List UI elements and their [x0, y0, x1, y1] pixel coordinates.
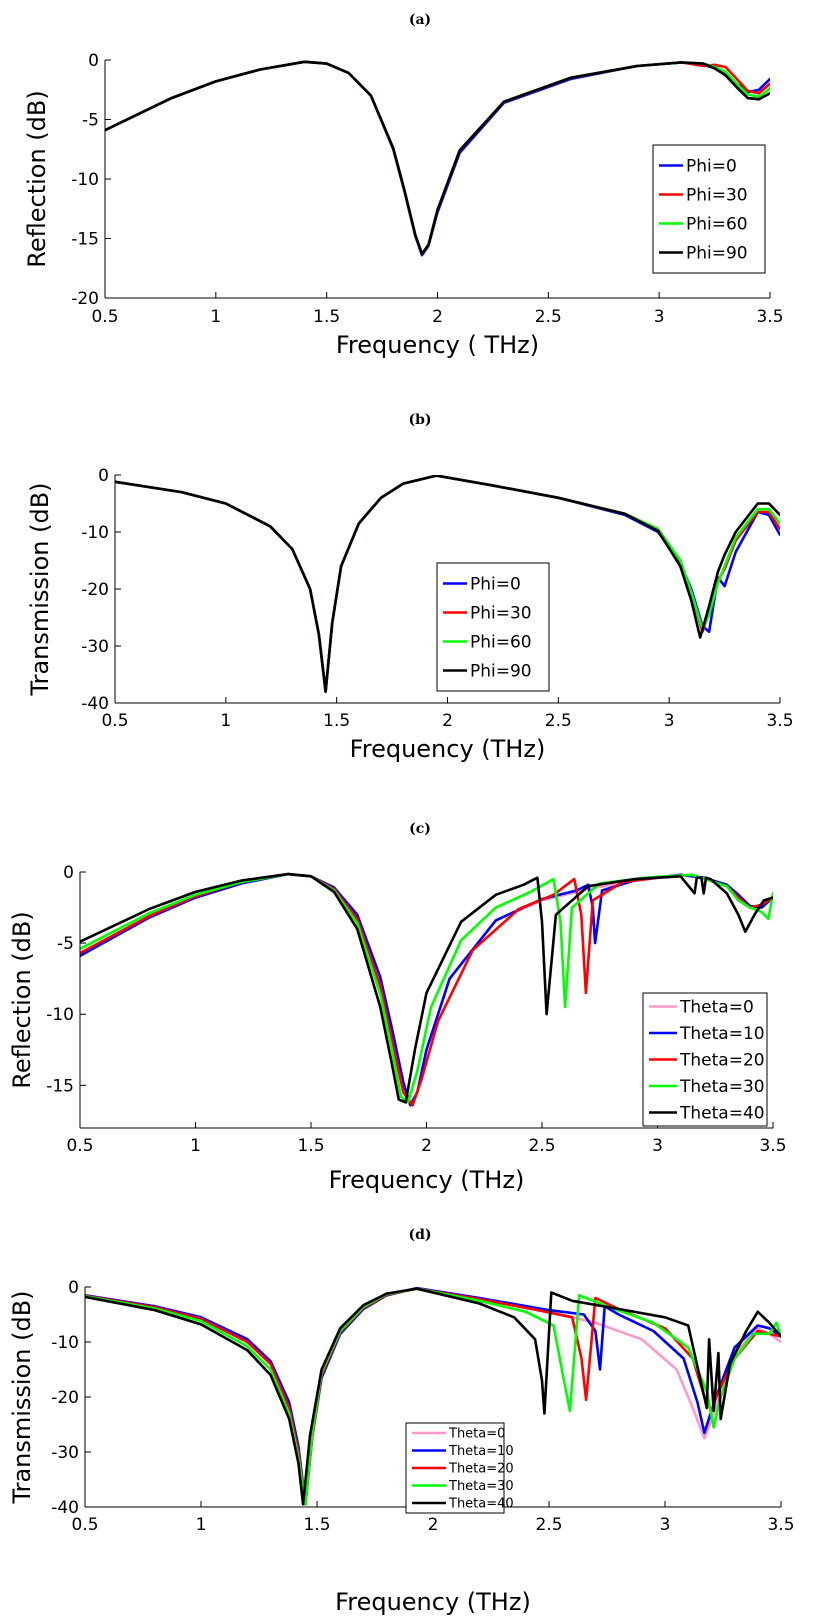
legend-entry: Theta=20	[448, 1462, 514, 1477]
legend-entry: Phi=60	[470, 633, 532, 653]
y-axis-title: Transmission (dB)	[26, 482, 54, 696]
legend-entry: Theta=30	[448, 1479, 514, 1494]
legend-entry: Phi=60	[686, 215, 748, 235]
legend: Theta=0 Theta=10 Theta=20 Theta=30 Theta=40	[405, 1422, 514, 1514]
y-tick-label: -40	[81, 694, 109, 714]
x-tick-label: 1	[210, 307, 221, 327]
y-tick-label: 0	[68, 1278, 79, 1298]
x-tick-label: 2.5	[535, 307, 562, 327]
y-tick-label: 0	[98, 466, 109, 486]
x-tick-label: 3.5	[767, 1515, 794, 1535]
x-tick-label: 0.5	[91, 307, 118, 327]
legend-entry: Theta=40	[679, 1104, 765, 1124]
x-tick-label: 3.5	[766, 711, 793, 731]
series-group	[85, 1287, 781, 1506]
legend: Theta=0 Theta=10 Theta=20 Theta=30 Theta=40	[642, 992, 768, 1127]
chart-panel-3: (c) 0.5 1 1.5 2 2.5 3 3.5 0 -5 -10 -15 Frequency (TH…	[8, 821, 787, 1194]
y-tick-label: -10	[81, 523, 109, 543]
legend-entry: Theta=0	[448, 1427, 505, 1442]
legend-entry: Phi=30	[686, 186, 748, 206]
series-line-5	[85, 1287, 781, 1506]
x-axis-title: Frequency (THz)	[335, 1588, 531, 1616]
series-line-4	[105, 60, 770, 256]
legend-entry: Theta=0	[679, 998, 754, 1018]
y-axis-title: Transmission (dB)	[8, 1290, 36, 1504]
x-tick-label: 2	[428, 1515, 439, 1535]
y-tick-label: 0	[88, 51, 99, 71]
x-tick-label: 1.5	[303, 1515, 330, 1535]
x-tick-label: 0.5	[71, 1515, 98, 1535]
y-axis-title: Reflection (dB)	[8, 911, 36, 1088]
legend-entry: Phi=90	[470, 662, 532, 682]
x-tick-label: 3	[664, 711, 675, 731]
x-axis-title: Frequency (THz)	[329, 1166, 525, 1194]
y-tick-label: -30	[81, 637, 109, 657]
legend-entry: Theta=30	[679, 1077, 765, 1097]
x-tick-label: 3.5	[756, 307, 783, 327]
series-line-2	[85, 1287, 781, 1506]
y-tick-label: -40	[51, 1498, 79, 1518]
legend-entry: Phi=30	[470, 604, 532, 624]
x-tick-label: 2	[421, 1136, 432, 1156]
chart-panel-1: (a) 0.5 1 1.5 2 2.5 3 3.5 0 -5 -10 -15 -20 Frequency …	[23, 12, 784, 359]
y-tick-label: -10	[71, 170, 99, 190]
x-tick-label: 3	[654, 307, 665, 327]
legend-entry: Theta=10	[679, 1024, 765, 1044]
legend-entry: Phi=90	[686, 244, 748, 264]
x-tick-label: 1.5	[313, 307, 340, 327]
legend-entry: Theta=10	[448, 1444, 514, 1459]
y-tick-label: -30	[51, 1443, 79, 1463]
legend-entry: Theta=40	[448, 1497, 514, 1512]
x-tick-label: 2	[432, 307, 443, 327]
x-tick-label: 3.5	[759, 1136, 786, 1156]
series-group	[80, 872, 773, 1107]
x-tick-label: 2.5	[535, 1515, 562, 1535]
y-tick-label: -5	[57, 934, 74, 954]
x-tick-label: 1	[196, 1515, 207, 1535]
series-line-4	[115, 475, 780, 693]
y-tick-label: -5	[82, 111, 99, 131]
x-tick-label: 3	[660, 1515, 671, 1535]
y-axis-title: Reflection (dB)	[23, 90, 51, 267]
x-tick-label: 2.5	[528, 1136, 555, 1156]
y-tick-label: -20	[81, 580, 109, 600]
series-line-5	[80, 872, 773, 1104]
x-tick-label: 1.5	[323, 711, 350, 731]
x-tick-label: 1.5	[297, 1136, 324, 1156]
chart-panel-2: (b) 0.5 1 1.5 2 2.5 3 3.5 0 -10 -20 -30 -40 Frequency…	[26, 412, 794, 763]
y-tick-label: -20	[71, 289, 99, 309]
panel-label: (b)	[408, 412, 431, 428]
y-tick-label: -10	[51, 1333, 79, 1353]
panel-label: (c)	[409, 821, 431, 837]
x-tick-label: 1	[190, 1136, 201, 1156]
chart-panel-4: (d) 0.5 1 1.5 2 2.5 3 3.5 0 -10 -20 -30 -40 Frequency…	[8, 1227, 795, 1616]
series-group	[115, 475, 780, 693]
x-axis-title: Frequency (THz)	[350, 735, 546, 763]
legend-entry: Phi=0	[470, 575, 521, 595]
x-tick-label: 2.5	[545, 711, 572, 731]
y-tick-label: -15	[71, 230, 99, 250]
legend: Phi=0 Phi=30 Phi=60 Phi=90	[652, 144, 766, 274]
legend-entry: Theta=20	[679, 1051, 765, 1071]
x-tick-label: 0.5	[101, 711, 128, 731]
legend: Phi=0 Phi=30 Phi=60 Phi=90	[436, 562, 550, 692]
legend-entry: Phi=0	[686, 157, 737, 177]
x-tick-label: 0.5	[66, 1136, 93, 1156]
x-axis-title: Frequency ( THz)	[336, 331, 539, 359]
y-tick-label: -10	[46, 1005, 74, 1025]
x-tick-label: 1	[220, 711, 231, 731]
y-tick-label: -20	[51, 1388, 79, 1408]
panel-label: (a)	[409, 12, 431, 28]
x-tick-label: 2	[442, 711, 453, 731]
y-tick-label: -15	[46, 1076, 74, 1096]
panel-label: (d)	[408, 1227, 431, 1243]
x-tick-label: 3	[652, 1136, 663, 1156]
series-group	[105, 60, 770, 257]
y-tick-label: 0	[63, 863, 74, 883]
